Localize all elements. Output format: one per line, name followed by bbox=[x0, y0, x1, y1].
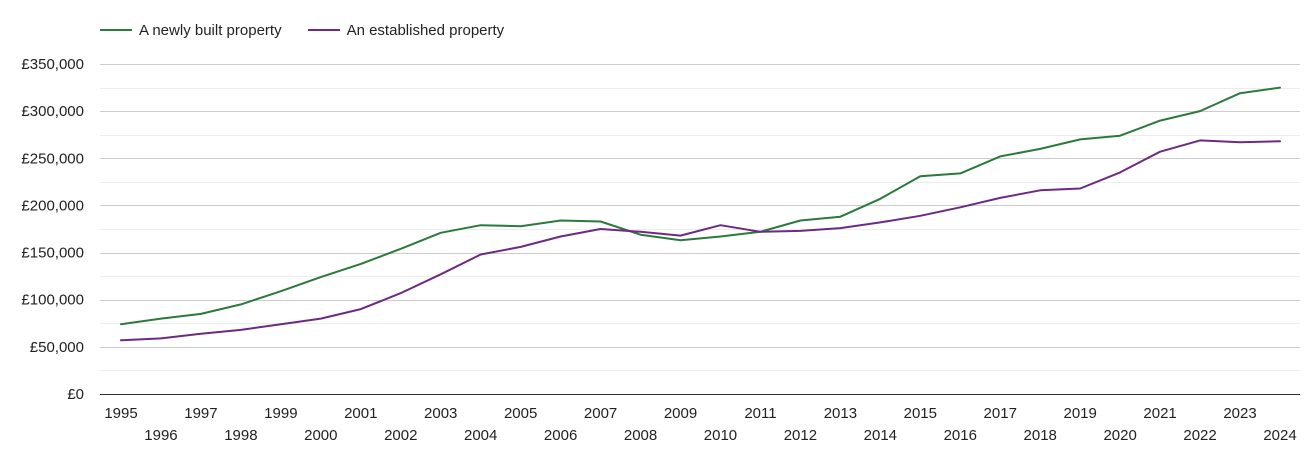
y-tick-label: £50,000 bbox=[30, 339, 84, 356]
x-tick-label: 2020 bbox=[1103, 427, 1136, 444]
x-tick-label: 2011 bbox=[744, 405, 776, 422]
x-tick-label: 2001 bbox=[344, 405, 377, 422]
y-tick-label: £0 bbox=[67, 386, 84, 403]
legend-label-established: An established property bbox=[346, 21, 505, 39]
x-tick-label: 1999 bbox=[264, 405, 297, 422]
x-tick-label: 1997 bbox=[184, 405, 217, 422]
x-tick-label: 2004 bbox=[464, 427, 497, 444]
x-tick-label: 2005 bbox=[504, 405, 537, 422]
x-tick-label: 2008 bbox=[624, 427, 657, 444]
x-tick-label: 1998 bbox=[224, 427, 257, 444]
x-tick-label: 2002 bbox=[384, 427, 417, 444]
x-tick-label: 2022 bbox=[1183, 427, 1216, 444]
legend-item-established[interactable]: An established property bbox=[307, 21, 505, 39]
x-tick-label: 2007 bbox=[584, 405, 617, 422]
x-tick-label: 2021 bbox=[1143, 405, 1176, 422]
x-tick-label: 2019 bbox=[1063, 405, 1096, 422]
y-tick-label: £350,000 bbox=[21, 56, 84, 73]
x-tick-label: 2000 bbox=[304, 427, 337, 444]
x-tick-label: 2013 bbox=[824, 405, 857, 422]
legend-item-new-build[interactable]: A newly built property bbox=[100, 22, 282, 39]
y-tick-label: £300,000 bbox=[21, 103, 84, 120]
y-tick-label: £150,000 bbox=[21, 245, 84, 262]
x-tick-label: 2012 bbox=[784, 427, 817, 444]
x-tick-label: 2009 bbox=[664, 405, 697, 422]
x-tick-label: 2014 bbox=[864, 427, 897, 444]
chart-legend: A newly built property An established pr… bbox=[100, 19, 530, 41]
x-tick-label: 1995 bbox=[104, 405, 137, 422]
series-line-established bbox=[120, 139, 1281, 342]
y-tick-label: £100,000 bbox=[21, 292, 84, 309]
x-tick-label: 2017 bbox=[984, 405, 1017, 422]
x-tick-label: 2015 bbox=[904, 405, 937, 422]
legend-swatch-new-build bbox=[100, 29, 132, 31]
x-tick-label: 2023 bbox=[1223, 405, 1256, 422]
x-tick-label: 2006 bbox=[544, 427, 577, 444]
x-tick-label: 1996 bbox=[144, 427, 177, 444]
x-tick-label: 2018 bbox=[1024, 427, 1057, 444]
x-tick-label: 2003 bbox=[424, 405, 457, 422]
legend-label-new-build: A newly built property bbox=[139, 21, 282, 39]
x-tick-label: 2010 bbox=[704, 427, 737, 444]
legend-swatch-established bbox=[307, 29, 340, 31]
series-line-new-build bbox=[120, 86, 1281, 326]
y-tick-label: £250,000 bbox=[21, 150, 84, 167]
y-tick-label: £200,000 bbox=[21, 197, 84, 214]
x-tick-label: 2024 bbox=[1263, 427, 1296, 444]
x-tick-label: 2016 bbox=[944, 427, 977, 444]
